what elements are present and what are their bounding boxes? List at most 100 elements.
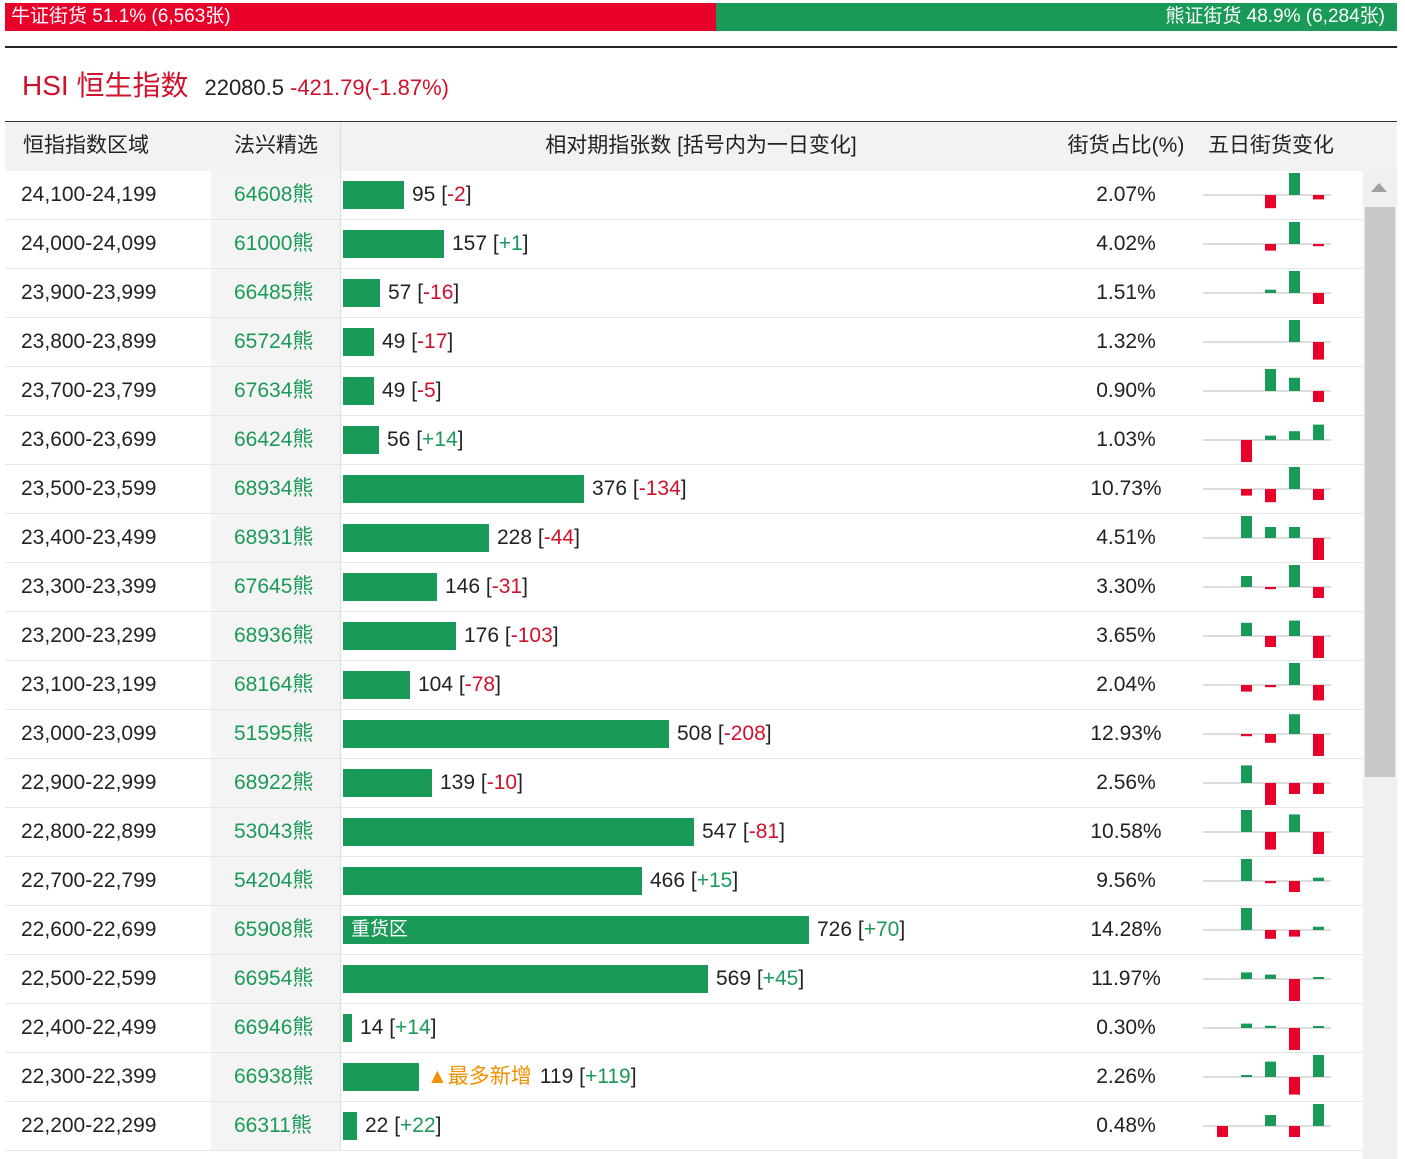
- stock-link[interactable]: 66424熊: [211, 416, 341, 464]
- scroll-up-arrow-icon[interactable]: [1371, 183, 1387, 192]
- five-day-bar: [1265, 685, 1276, 688]
- daily-change-value: +14: [395, 1016, 431, 1039]
- range-cell: 23,800-23,899: [5, 318, 211, 366]
- table-row[interactable]: 23,300-23,399 67645熊 146 [-31] 3.30%: [5, 563, 1363, 612]
- daily-change-value: -10: [486, 771, 518, 794]
- stock-link[interactable]: 66954熊: [211, 955, 341, 1003]
- vertical-scrollbar[interactable]: [1363, 171, 1397, 1159]
- table-row[interactable]: 23,500-23,599 68934熊 376 [-134] 10.73%: [5, 465, 1363, 514]
- outstanding-table: 恒指指数区域 法兴精选 相对期指张数 [括号内为一日变化] 街货占比(%) 五日…: [5, 121, 1397, 1151]
- five-day-bar: [1289, 979, 1300, 1001]
- stock-link[interactable]: 68931熊: [211, 514, 341, 562]
- five-day-change-chart: [1191, 808, 1363, 856]
- five-day-sparkbars: [1203, 765, 1331, 805]
- table-row[interactable]: 23,000-23,099 51595熊 508 [-208] 12.93%: [5, 710, 1363, 759]
- stock-link[interactable]: 68934熊: [211, 465, 341, 513]
- table-row[interactable]: 24,100-24,199 64608熊 95 [-2] 2.07%: [5, 171, 1363, 220]
- five-day-change-chart: [1191, 661, 1363, 709]
- five-day-change-chart: [1191, 171, 1363, 219]
- five-day-bar: [1289, 565, 1300, 587]
- stock-link[interactable]: 68936熊: [211, 612, 341, 660]
- stock-link[interactable]: 51595熊: [211, 710, 341, 758]
- five-day-sparkbars: [1203, 859, 1331, 892]
- quantity-value: 376: [592, 477, 628, 500]
- five-day-bar: [1265, 289, 1276, 293]
- stock-link[interactable]: 65908熊: [211, 906, 341, 954]
- five-day-bar: [1313, 685, 1324, 701]
- five-day-bar: [1289, 1126, 1300, 1137]
- quantity-label: 569 [+45]: [716, 967, 805, 990]
- bull-bear-ratio-bar: 牛证街货 51.1% (6,563张) 熊证街货 48.9% (6,284张): [5, 3, 1397, 31]
- stock-link[interactable]: 54204熊: [211, 857, 341, 905]
- stock-link[interactable]: 67634熊: [211, 367, 341, 415]
- quantity-value: 139: [440, 771, 476, 794]
- share-percent: 2.56%: [1096, 771, 1156, 794]
- table-row[interactable]: 22,500-22,599 66954熊 569 [+45] 11.97%: [5, 955, 1363, 1004]
- quantity-value: 228: [497, 526, 533, 549]
- table-row[interactable]: 22,200-22,299 66311熊 22 [+22] 0.48%: [5, 1102, 1363, 1151]
- five-day-sparkbars: [1203, 810, 1331, 854]
- quantity-cell: 176 [-103]: [341, 612, 1061, 660]
- scroll-thumb[interactable]: [1365, 207, 1395, 777]
- quantity-label: 228 [-44]: [497, 526, 580, 549]
- five-day-sparkbars: [1203, 516, 1331, 560]
- share-percent: 0.90%: [1096, 379, 1156, 402]
- five-day-change-chart: [1191, 220, 1363, 268]
- quantity-value: 726: [817, 918, 853, 941]
- five-day-change-chart: [1191, 1053, 1363, 1101]
- five-day-bar: [1241, 685, 1252, 692]
- five-day-bar: [1313, 244, 1324, 247]
- table-row[interactable]: 22,800-22,899 53043熊 547 [-81] 10.58%: [5, 808, 1363, 857]
- five-day-bar: [1289, 814, 1300, 832]
- five-day-bar: [1289, 783, 1300, 794]
- daily-change-value: -103: [510, 624, 553, 647]
- stock-link[interactable]: 66311熊: [211, 1102, 341, 1150]
- stock-link[interactable]: 68164熊: [211, 661, 341, 709]
- table-row[interactable]: 23,400-23,499 68931熊 228 [-44] 4.51%: [5, 514, 1363, 563]
- table-row[interactable]: 24,000-24,099 61000熊 157 [+1] 4.02%: [5, 220, 1363, 269]
- table-row[interactable]: 23,200-23,299 68936熊 176 [-103] 3.65%: [5, 612, 1363, 661]
- five-day-bar: [1217, 1126, 1228, 1137]
- stock-link[interactable]: 65724熊: [211, 318, 341, 366]
- table-row[interactable]: 23,600-23,699 66424熊 56 [+14] 1.03%: [5, 416, 1363, 465]
- quantity-label: 139 [-10]: [440, 771, 523, 794]
- quantity-cell: 376 [-134]: [341, 465, 1061, 513]
- quantity-cell: 56 [+14]: [341, 416, 1061, 464]
- table-row[interactable]: 22,700-22,799 54204熊 466 [+15] 9.56%: [5, 857, 1363, 906]
- stock-link[interactable]: 66485熊: [211, 269, 341, 317]
- daily-change-value: +119: [584, 1065, 631, 1088]
- five-day-bar: [1265, 527, 1276, 538]
- stock-link[interactable]: 61000熊: [211, 220, 341, 268]
- five-day-sparkbars: [1203, 620, 1331, 658]
- table-body: 24,100-24,199 64608熊 95 [-2] 2.07% 24,000-24…: [5, 171, 1363, 1151]
- five-day-bar: [1289, 271, 1300, 293]
- table-row[interactable]: 23,900-23,999 66485熊 57 [-16] 1.51%: [5, 269, 1363, 318]
- stock-link[interactable]: 64608熊: [211, 171, 341, 219]
- five-day-bar: [1265, 1025, 1276, 1028]
- five-day-bar: [1313, 877, 1324, 881]
- table-row[interactable]: 23,700-23,799 67634熊 49 [-5] 0.90%: [5, 367, 1363, 416]
- five-day-change-chart: [1191, 563, 1363, 611]
- five-day-change-chart: [1191, 465, 1363, 513]
- daily-change-value: +22: [400, 1114, 436, 1137]
- five-day-sparkbars: [1203, 714, 1331, 756]
- stock-link[interactable]: 53043熊: [211, 808, 341, 856]
- stock-link[interactable]: 66938熊: [211, 1053, 341, 1101]
- table-row[interactable]: 22,900-22,999 68922熊 139 [-10] 2.56%: [5, 759, 1363, 808]
- quantity-cell: 22 [+22]: [341, 1102, 1061, 1150]
- table-row[interactable]: 23,800-23,899 65724熊 49 [-17] 1.32%: [5, 318, 1363, 367]
- quantity-cell: 重货区 726 [+70]: [341, 906, 1061, 954]
- five-day-sparkbars: [1203, 271, 1331, 304]
- table-row[interactable]: 22,400-22,499 66946熊 14 [+14] 0.30%: [5, 1004, 1363, 1053]
- share-percent: 1.03%: [1096, 428, 1156, 451]
- five-day-bar: [1313, 734, 1324, 756]
- quantity-cell: ▲最多新增 119 [+119]: [341, 1053, 1061, 1101]
- stock-link[interactable]: 68922熊: [211, 759, 341, 807]
- stock-link[interactable]: 67645熊: [211, 563, 341, 611]
- stock-link[interactable]: 66946熊: [211, 1004, 341, 1052]
- five-day-bar: [1289, 1077, 1300, 1095]
- table-row[interactable]: 23,100-23,199 68164熊 104 [-78] 2.04%: [5, 661, 1363, 710]
- five-day-sparkbars: [1203, 369, 1331, 402]
- table-row[interactable]: 22,600-22,699 65908熊 重货区 726 [+70] 14.28%: [5, 906, 1363, 955]
- table-row[interactable]: 22,300-22,399 66938熊 ▲最多新增 119 [+119] 2.26%: [5, 1053, 1363, 1102]
